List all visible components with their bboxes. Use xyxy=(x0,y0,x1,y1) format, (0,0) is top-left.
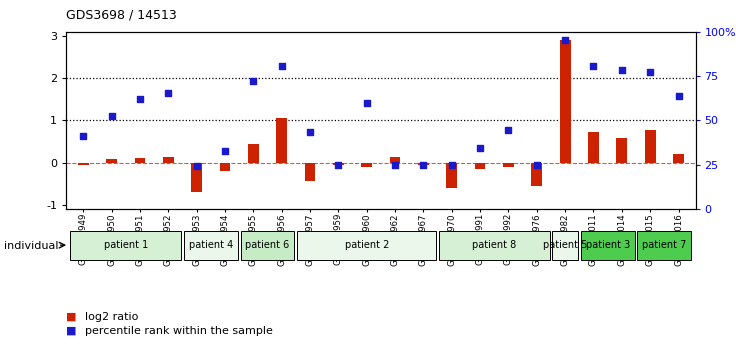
Text: individual: individual xyxy=(4,241,58,251)
Bar xyxy=(241,231,294,260)
Text: GDS3698 / 14513: GDS3698 / 14513 xyxy=(66,9,177,22)
Text: log2 ratio: log2 ratio xyxy=(85,312,138,322)
Bar xyxy=(560,40,570,162)
Point xyxy=(417,162,429,167)
Point xyxy=(644,69,656,75)
Bar xyxy=(553,231,578,260)
Point xyxy=(673,93,684,99)
Bar xyxy=(305,162,316,182)
Text: patient 6: patient 6 xyxy=(245,240,290,250)
Point xyxy=(247,78,259,84)
Point xyxy=(276,63,288,68)
Point xyxy=(616,67,628,73)
Point xyxy=(304,129,316,135)
Point xyxy=(587,64,599,69)
Text: ■: ■ xyxy=(66,312,77,322)
Bar xyxy=(276,118,287,162)
Point xyxy=(559,38,571,43)
Bar xyxy=(503,162,514,167)
Bar xyxy=(191,162,202,192)
Bar xyxy=(163,158,174,162)
Bar xyxy=(637,231,691,260)
Point xyxy=(106,113,118,119)
Text: patient 5: patient 5 xyxy=(543,240,587,250)
Bar xyxy=(389,158,400,162)
Bar xyxy=(184,231,238,260)
Text: patient 8: patient 8 xyxy=(472,240,517,250)
Point xyxy=(191,163,202,169)
Bar xyxy=(418,162,429,165)
Text: patient 3: patient 3 xyxy=(586,240,630,250)
Text: percentile rank within the sample: percentile rank within the sample xyxy=(85,326,272,336)
Bar xyxy=(333,162,344,165)
Bar xyxy=(531,162,542,186)
Bar xyxy=(446,162,457,188)
Point xyxy=(77,133,89,139)
Point xyxy=(361,100,372,105)
Bar xyxy=(71,231,181,260)
Text: patient 2: patient 2 xyxy=(344,240,389,250)
Point xyxy=(163,90,174,96)
Bar xyxy=(135,158,145,162)
Bar xyxy=(78,162,88,165)
Bar xyxy=(475,162,486,169)
Bar xyxy=(219,162,230,171)
Bar xyxy=(439,231,550,260)
Bar xyxy=(617,138,627,162)
Bar xyxy=(361,162,372,167)
Point xyxy=(446,162,458,167)
Text: patient 1: patient 1 xyxy=(104,240,148,250)
Point xyxy=(389,162,401,167)
Text: patient 7: patient 7 xyxy=(642,240,687,250)
Point xyxy=(503,127,514,132)
Bar xyxy=(297,231,436,260)
Bar xyxy=(581,231,634,260)
Point xyxy=(333,162,344,167)
Bar xyxy=(106,159,117,162)
Bar xyxy=(645,130,656,162)
Text: patient 4: patient 4 xyxy=(188,240,233,250)
Text: ■: ■ xyxy=(66,326,77,336)
Bar xyxy=(588,132,599,162)
Bar xyxy=(248,143,259,162)
Point xyxy=(134,96,146,102)
Point xyxy=(219,148,231,154)
Bar xyxy=(673,154,684,162)
Point xyxy=(474,145,486,150)
Point xyxy=(531,162,542,167)
